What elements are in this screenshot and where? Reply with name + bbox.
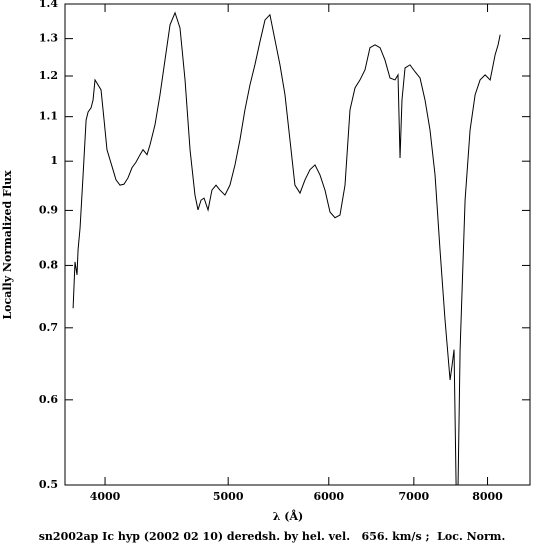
plot-frame [64, 3, 531, 486]
x-tick-label: 7000 [399, 490, 430, 503]
x-tick-label: 5000 [213, 490, 244, 503]
y-tick-label: 1.2 [39, 69, 58, 82]
y-tick-label: 0.5 [39, 478, 58, 491]
y-tick-label: 1 [50, 154, 58, 167]
x-axis-label: λ (Å) [273, 509, 304, 523]
y-tick-label: 1.3 [39, 32, 58, 45]
y-tick-label: 0.9 [39, 203, 58, 216]
y-tick-label: 1.4 [39, 0, 58, 10]
x-tick-label: 4000 [90, 490, 121, 503]
y-axis-label: Locally Normalized Flux [1, 170, 14, 320]
y-tick-label: 1.1 [39, 110, 58, 123]
caption: sn2002ap Ic hyp (2002 02 10) deredsh. by… [39, 530, 506, 543]
y-tick-label: 0.7 [39, 321, 58, 334]
spectrum-line [72, 11, 501, 486]
y-tick-label: 0.8 [39, 258, 58, 271]
x-tick-label: 8000 [472, 490, 503, 503]
y-tick-label: 0.6 [39, 393, 58, 406]
x-tick-label: 6000 [313, 490, 344, 503]
